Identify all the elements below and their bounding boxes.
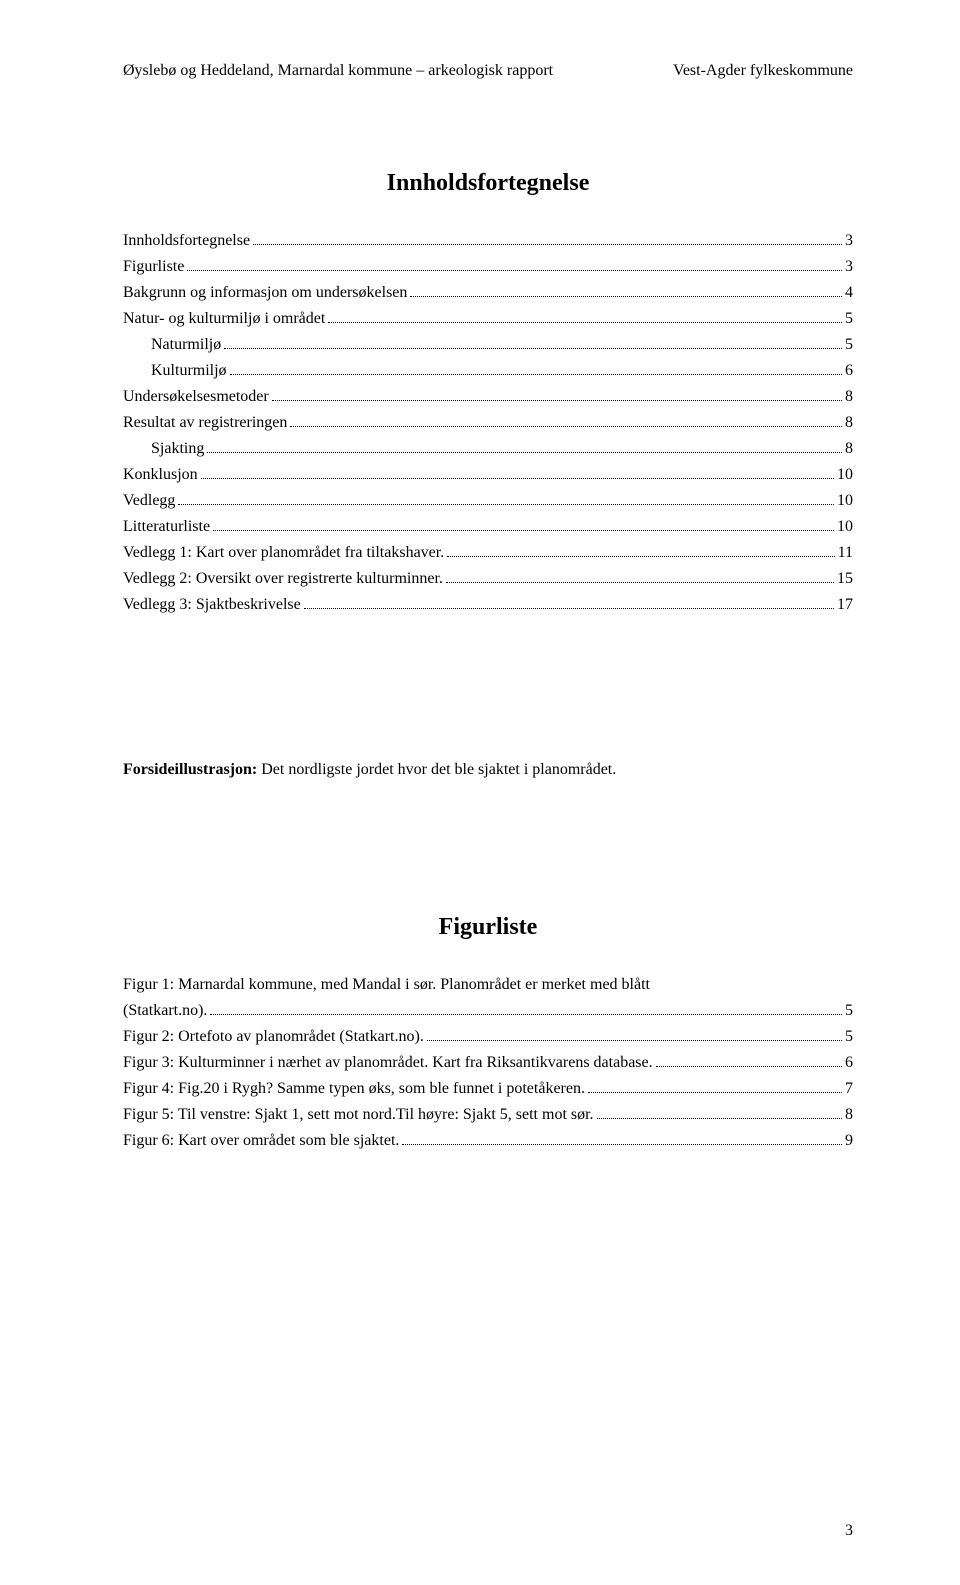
- header-left: Øyslebø og Heddeland, Marnardal kommune …: [123, 62, 553, 80]
- toc-entry-label: Resultat av registreringen: [123, 411, 287, 435]
- figure-entry-page: 8: [845, 1103, 853, 1127]
- toc-entry-page: 5: [845, 333, 853, 357]
- toc-leader: [272, 400, 842, 401]
- figure-entry: Figur 6: Kart over området som ble sjakt…: [123, 1129, 853, 1153]
- toc-entry-page: 4: [845, 281, 853, 305]
- toc-entry: Kulturmiljø 6: [123, 359, 853, 383]
- toc-leader: [290, 426, 842, 427]
- toc-entry-page: 8: [845, 385, 853, 409]
- toc-entry-label: Vedlegg 3: Sjaktbeskrivelse: [123, 593, 301, 617]
- toc-entry: Vedlegg 2: Oversikt over registrerte kul…: [123, 567, 853, 591]
- figure-entry: Figur 1: Marnardal kommune, med Mandal i…: [123, 973, 853, 997]
- toc-entry: Innholdsfortegnelse 3: [123, 229, 853, 253]
- figure-entry-page: 5: [845, 1025, 853, 1049]
- toc-entry-page: 10: [837, 463, 853, 487]
- toc-entry-page: 11: [838, 541, 853, 565]
- toc-leader: [224, 348, 842, 349]
- figure-entry-cont: (Statkart.no). 5: [123, 999, 853, 1023]
- figure-entry-label: (Statkart.no).: [123, 999, 207, 1023]
- toc-entry-label: Undersøkelsesmetoder: [123, 385, 269, 409]
- figure-entry-label: Figur 5: Til venstre: Sjakt 1, sett mot …: [123, 1103, 594, 1127]
- toc-leader: [304, 608, 834, 609]
- toc-entry-label: Innholdsfortegnelse: [123, 229, 250, 253]
- toc-entry: Bakgrunn og informasjon om undersøkelsen…: [123, 281, 853, 305]
- figure-entry: Figur 3: Kulturminner i nærhet av planom…: [123, 1051, 853, 1075]
- toc-entry-label: Naturmiljø: [151, 333, 221, 357]
- toc-entry-page: 3: [845, 255, 853, 279]
- cover-illustration-note: Forsideillustrasjon: Det nordligste jord…: [123, 761, 853, 779]
- toc-entry-page: 15: [837, 567, 853, 591]
- toc-entry: Vedlegg 3: Sjaktbeskrivelse 17: [123, 593, 853, 617]
- toc-entry-page: 3: [845, 229, 853, 253]
- figure-entry-label: Figur 1: Marnardal kommune, med Mandal i…: [123, 973, 650, 997]
- toc-entry: Natur- og kulturmiljø i området 5: [123, 307, 853, 331]
- toc-entry: Vedlegg 10: [123, 489, 853, 513]
- toc-entry: Sjakting 8: [123, 437, 853, 461]
- toc-leader: [178, 504, 834, 505]
- toc-leader: [588, 1092, 842, 1093]
- page-number: 3: [845, 1522, 853, 1540]
- toc-entry: Resultat av registreringen 8: [123, 411, 853, 435]
- toc-leader: [187, 270, 842, 271]
- figure-entry: Figur 4: Fig.20 i Rygh? Samme typen øks,…: [123, 1077, 853, 1101]
- toc-entry-page: 6: [845, 359, 853, 383]
- toc-entry-page: 10: [837, 515, 853, 539]
- figure-entry-page: 5: [845, 999, 853, 1023]
- toc-list: Innholdsfortegnelse 3Figurliste 3Bakgrun…: [123, 229, 853, 617]
- toc-entry-page: 8: [845, 411, 853, 435]
- forside-text: Det nordligste jordet hvor det ble sjakt…: [257, 761, 616, 778]
- figure-entry-page: 7: [845, 1077, 853, 1101]
- toc-entry: Naturmiljø 5: [123, 333, 853, 357]
- figurelist-title: Figurliste: [123, 914, 853, 941]
- figure-entry-page: 9: [845, 1129, 853, 1153]
- toc-leader: [328, 322, 842, 323]
- toc-entry-label: Vedlegg: [123, 489, 175, 513]
- figure-list: Figur 1: Marnardal kommune, med Mandal i…: [123, 973, 853, 1153]
- toc-leader: [207, 452, 842, 453]
- toc-leader: [427, 1040, 842, 1041]
- toc-leader: [446, 582, 834, 583]
- figure-entry-label: Figur 4: Fig.20 i Rygh? Samme typen øks,…: [123, 1077, 585, 1101]
- toc-entry-page: 5: [845, 307, 853, 331]
- header-right: Vest-Agder fylkeskommune: [673, 62, 853, 80]
- figure-entry-label: Figur 2: Ortefoto av planområdet (Statka…: [123, 1025, 424, 1049]
- toc-leader: [447, 556, 834, 557]
- toc-leader: [656, 1066, 842, 1067]
- toc-entry: Konklusjon 10: [123, 463, 853, 487]
- toc-leader: [402, 1144, 842, 1145]
- toc-entry: Figurliste 3: [123, 255, 853, 279]
- toc-entry-label: Natur- og kulturmiljø i området: [123, 307, 325, 331]
- toc-entry-page: 10: [837, 489, 853, 513]
- toc-entry: Vedlegg 1: Kart over planområdet fra til…: [123, 541, 853, 565]
- toc-entry-label: Konklusjon: [123, 463, 198, 487]
- toc-entry-page: 17: [837, 593, 853, 617]
- toc-entry-label: Figurliste: [123, 255, 184, 279]
- figure-entry: Figur 2: Ortefoto av planområdet (Statka…: [123, 1025, 853, 1049]
- toc-entry-label: Bakgrunn og informasjon om undersøkelsen: [123, 281, 407, 305]
- toc-leader: [210, 1014, 842, 1015]
- toc-entry-label: Kulturmiljø: [151, 359, 227, 383]
- figure-entry-page: 6: [845, 1051, 853, 1075]
- forside-label: Forsideillustrasjon:: [123, 761, 257, 778]
- figure-entry-label: Figur 3: Kulturminner i nærhet av planom…: [123, 1051, 653, 1075]
- figure-entry: Figur 5: Til venstre: Sjakt 1, sett mot …: [123, 1103, 853, 1127]
- page-header: Øyslebø og Heddeland, Marnardal kommune …: [123, 62, 853, 80]
- toc-entry-page: 8: [845, 437, 853, 461]
- toc-leader: [213, 530, 834, 531]
- toc-entry: Litteraturliste 10: [123, 515, 853, 539]
- toc-title: Innholdsfortegnelse: [123, 170, 853, 197]
- toc-leader: [201, 478, 834, 479]
- toc-entry-label: Vedlegg 2: Oversikt over registrerte kul…: [123, 567, 443, 591]
- toc-entry-label: Vedlegg 1: Kart over planområdet fra til…: [123, 541, 444, 565]
- toc-entry: Undersøkelsesmetoder 8: [123, 385, 853, 409]
- toc-entry-label: Litteraturliste: [123, 515, 210, 539]
- toc-leader: [597, 1118, 842, 1119]
- figure-entry-label: Figur 6: Kart over området som ble sjakt…: [123, 1129, 399, 1153]
- toc-leader: [230, 374, 842, 375]
- toc-leader: [410, 296, 842, 297]
- toc-leader: [253, 244, 842, 245]
- toc-entry-label: Sjakting: [151, 437, 204, 461]
